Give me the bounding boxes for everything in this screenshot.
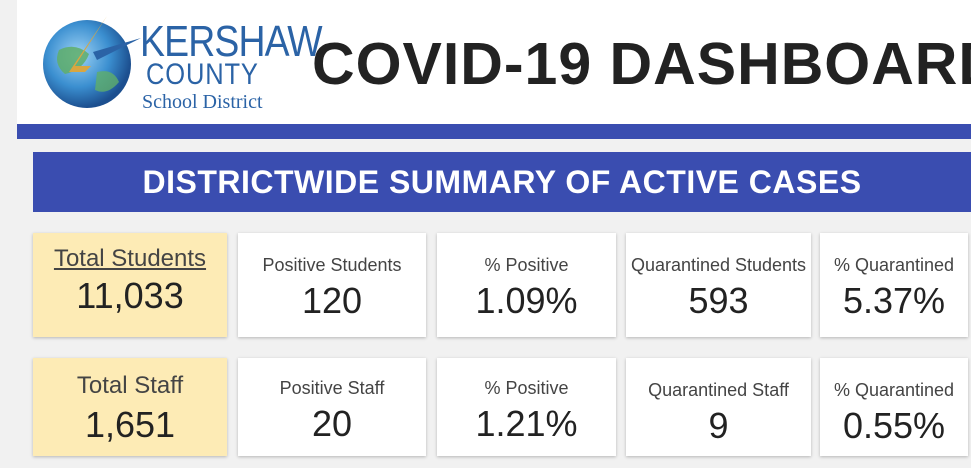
positive-staff-value: 20 — [311, 403, 353, 444]
total-staff-label: Total Staff — [76, 372, 184, 399]
card-percent-quarantined-students: % Quarantined 5.37% — [820, 233, 968, 337]
quarantined-staff-label: Quarantined Staff — [648, 380, 789, 400]
percent-quarantined-students-value: 5.37% — [842, 280, 946, 321]
logo-line-school-district: School District — [142, 91, 263, 113]
quarantined-students-label: Quarantined Students — [630, 255, 807, 275]
quarantined-students-value: 593 — [688, 280, 749, 321]
percent-positive-staff-label: % Positive — [484, 378, 569, 398]
logo-wordmark: KERSHAW COUNTY School District — [140, 17, 354, 113]
card-total-students: Total Students 11,033 — [33, 233, 227, 337]
header-divider — [17, 124, 971, 139]
quarantined-staff-value: 9 — [708, 405, 729, 446]
positive-students-value: 120 — [301, 280, 363, 321]
total-students-link[interactable]: Total Students — [53, 245, 207, 272]
positive-students-label: Positive Students — [262, 255, 402, 275]
globe-icon — [43, 16, 141, 110]
percent-positive-students-label: % Positive — [484, 255, 569, 275]
banner-title: DISTRICTWIDE SUMMARY OF ACTIVE CASES — [142, 164, 862, 200]
card-positive-staff: Positive Staff 20 — [238, 358, 426, 456]
logo-line-county: COUNTY — [146, 58, 259, 91]
percent-positive-staff-value: 1.21% — [475, 403, 578, 444]
percent-quarantined-staff-label: % Quarantined — [833, 380, 955, 400]
percent-quarantined-students-label: % Quarantined — [833, 255, 955, 275]
card-positive-students: Positive Students 120 — [238, 233, 426, 337]
card-total-staff: Total Staff 1,651 — [33, 358, 227, 456]
district-logo: KERSHAW COUNTY School District — [35, 12, 323, 112]
logo-line-kershaw: KERSHAW — [140, 17, 323, 66]
card-quarantined-staff: Quarantined Staff 9 — [626, 358, 811, 456]
card-quarantined-students: Quarantined Students 593 — [626, 233, 811, 337]
percent-quarantined-staff-value: 0.55% — [842, 405, 946, 446]
positive-staff-label: Positive Staff — [279, 378, 385, 398]
card-percent-positive-students: % Positive 1.09% — [437, 233, 616, 337]
page-title: COVID-19 DASHBOARD — [312, 31, 971, 97]
card-percent-quarantined-staff: % Quarantined 0.55% — [820, 358, 968, 456]
header — [17, 0, 971, 124]
summary-banner: DISTRICTWIDE SUMMARY OF ACTIVE CASES — [33, 152, 971, 212]
card-percent-positive-staff: % Positive 1.21% — [437, 358, 616, 456]
percent-positive-students-value: 1.09% — [475, 280, 578, 321]
total-staff-value: 1,651 — [84, 404, 176, 445]
total-students-value: 11,033 — [76, 275, 184, 316]
